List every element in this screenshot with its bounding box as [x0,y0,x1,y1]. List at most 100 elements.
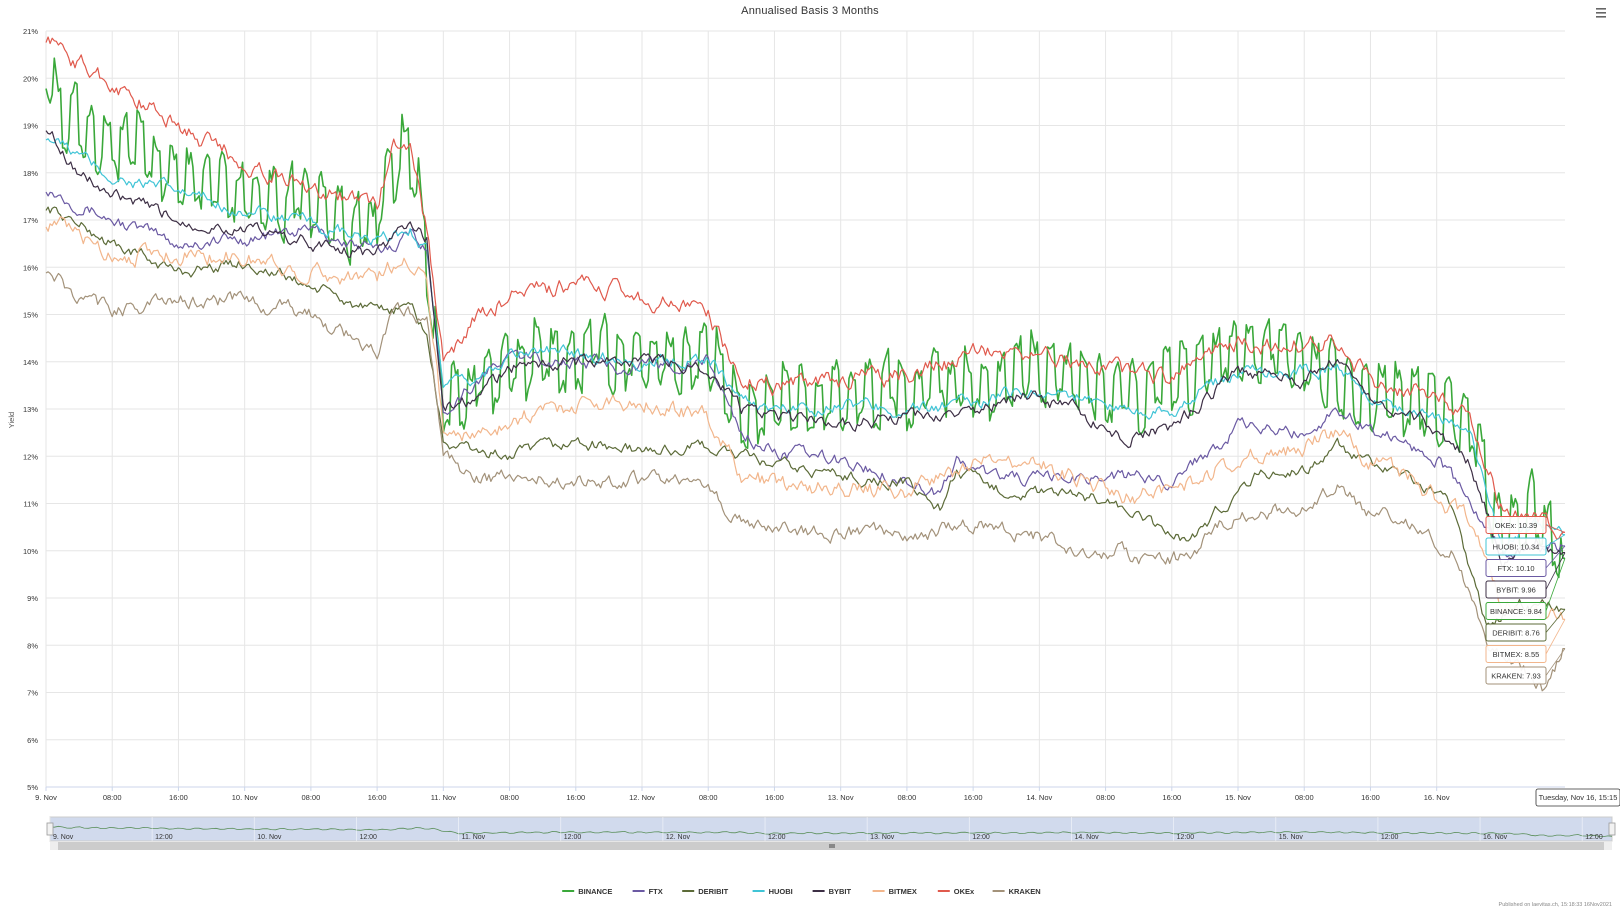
legend-label: BITMEX [889,887,917,896]
tooltip-label: OKEx: 10.39 [1495,521,1538,530]
x-tick-label: 16:00 [1162,793,1181,802]
legend-item-bybit[interactable]: BYBIT [812,887,852,896]
y-tick-label: 14% [23,358,38,367]
series-line-huobi [45,138,1565,554]
tooltip-date: Tuesday, Nov 16, 15:15 [1535,788,1620,807]
y-axis: 5% 6% 7% 8% 9% 10% 11% 12% 13% 14% 15% 16% 17% 18% 19%… [23,27,38,792]
y-tick-label: 17% [23,216,38,225]
y-tick-label: 8% [27,641,38,650]
legend-label: OKEx [954,887,975,896]
tooltip-bybit: BYBIT: 9.96 [1485,552,1566,599]
x-tick-label: 12. Nov [629,793,655,802]
y-tick-label: 10% [23,547,38,556]
x-tick-label: 14. Nov [1026,793,1052,802]
legend-item-deribit[interactable]: DERIBIT [682,887,729,896]
legend-label: HUOBI [769,887,793,896]
tooltip-label: BINANCE: 9.84 [1490,607,1542,616]
y-tick-label: 12% [23,452,38,461]
series-line-ftx [45,191,1565,560]
y-tick-label: 13% [23,405,38,414]
x-tick-label: 13. Nov [828,793,854,802]
tooltip-deribit: DERIBIT: 8.76 [1485,609,1566,642]
x-tick-label: 08:00 [302,793,321,802]
y-tick-label: 9% [27,594,38,603]
x-tick-label: 16. Nov [1424,793,1450,802]
y-axis-title: Yield [7,412,16,428]
tooltip-label: BYBIT: 9.96 [1496,586,1536,595]
x-tick-label: 10. Nov [232,793,258,802]
navigator-label: 12:00 [1381,834,1399,841]
navigator-label: 12:00 [564,834,582,841]
legend-label: KRAKEN [1009,887,1041,896]
series-line-bitmex [45,216,1565,620]
x-tick-label: 11. Nov [431,793,457,802]
x-tick-label: 08:00 [500,793,519,802]
chart-title: Annualised Basis 3 Months [741,5,879,17]
x-tick-label: 9. Nov [35,793,57,802]
series-lines [45,36,1565,692]
x-tick-label: 16:00 [765,793,784,802]
navigator-label: 13. Nov [870,834,895,841]
x-tick-label: 16:00 [964,793,983,802]
legend: BINANCE FTX DERIBIT HUOBI BYBIT BITMEX OKEx KRA… [562,887,1041,896]
legend-item-kraken[interactable]: KRAKEN [992,887,1041,896]
navigator-handle[interactable] [46,822,54,836]
published-note: Published on laevitas.ch, 15:18:33 16Nov… [1499,902,1612,908]
legend-item-binance[interactable]: BINANCE [562,887,612,896]
tooltip-label: BITMEX: 8.55 [1493,650,1540,659]
y-tick-label: 6% [27,736,38,745]
tooltip-huobi: HUOBI: 10.34 [1485,534,1566,556]
y-tick-label: 5% [27,783,38,792]
legend-label: BINANCE [578,887,612,896]
x-tick-label: 16:00 [368,793,387,802]
y-tick-label: 18% [23,169,38,178]
series-line-deribit [45,206,1565,627]
legend-label: FTX [649,887,663,896]
navigator-label: 14. Nov [1074,834,1099,841]
navigator-label: 12:00 [1177,834,1195,841]
navigator-label: 12:00 [768,834,786,841]
y-tick-label: 15% [23,311,38,320]
series-line-okex [45,36,1565,540]
x-tick-label: 16:00 [169,793,188,802]
legend-item-bitmex[interactable]: BITMEX [872,887,917,896]
legend-item-huobi[interactable]: HUOBI [752,887,793,896]
y-tick-label: 19% [23,122,38,131]
navigator-label: 12:00 [1585,834,1603,841]
navigator-label: 9. Nov [53,834,74,841]
tooltip-ftx: FTX: 10.10 [1485,545,1566,577]
y-tick-label: 11% [24,500,39,509]
navigator-handle[interactable] [1608,822,1616,836]
x-tick-label: 08:00 [1096,793,1115,802]
navigator[interactable]: 9. Nov 12:00 10. Nov 12:00 11. Nov 12:00 12. N… [46,816,1616,850]
legend-label: BYBIT [829,887,852,896]
y-tick-label: 21% [23,27,38,36]
x-tick-label: 16:00 [566,793,585,802]
series-line-bybit [45,130,1565,571]
series-tooltips: OKEx: 10.39 HUOBI: 10.34 FTX: 10.10 BYBIT: … [1485,516,1620,807]
x-tick-label: 08:00 [1295,793,1314,802]
grid [45,30,1565,788]
y-tick-label: 20% [23,74,38,83]
navigator-label: 12:00 [359,834,377,841]
navigator-label: 10. Nov [257,834,282,841]
navigator-label: 12. Nov [666,834,691,841]
y-tick-label: 7% [27,689,38,698]
x-tick-label: 16:00 [1361,793,1380,802]
tooltip-date-label: Tuesday, Nov 16, 15:15 [1539,793,1618,802]
legend-item-okex[interactable]: OKEx [937,887,975,896]
navigator-label: 11. Nov [462,834,486,841]
navigator-label: 12:00 [155,834,173,841]
hamburger-menu-icon[interactable] [1592,5,1608,21]
x-tick-label: 15. Nov [1225,793,1251,802]
tooltip-label: HUOBI: 10.34 [1493,543,1540,552]
tooltip-label: FTX: 10.10 [1497,564,1534,573]
x-tick-label: 08:00 [103,793,122,802]
tooltip-label: KRAKEN: 7.93 [1491,672,1541,681]
series-line-kraken [45,271,1565,692]
legend-item-ftx[interactable]: FTX [632,887,663,896]
tooltip-okex: OKEx: 10.39 [1485,516,1566,534]
scrollbar-grip-icon [829,844,835,848]
